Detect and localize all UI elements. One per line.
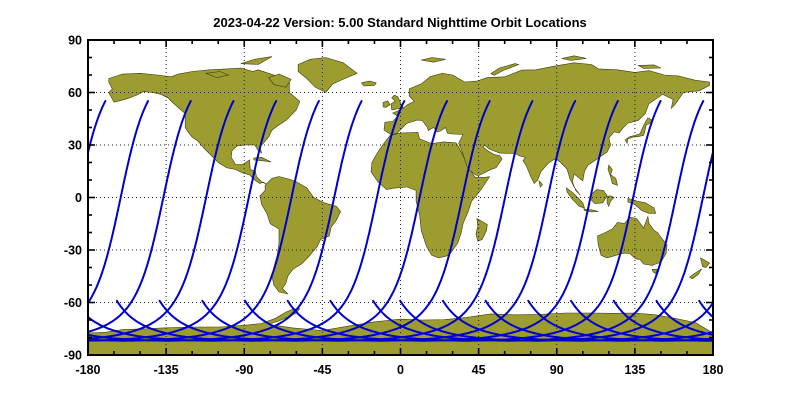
- y-tick-label: -60: [64, 296, 82, 310]
- x-tick-label: -90: [235, 363, 253, 377]
- orbit-track: [88, 100, 107, 157]
- landmass: [565, 187, 585, 209]
- landmass: [382, 100, 391, 108]
- landmass: [360, 80, 377, 87]
- orbit-track: [0, 101, 36, 341]
- orbit-track: [201, 100, 534, 342]
- orbit-track: [286, 100, 619, 342]
- chart-title: 2023-04-22 Version: 5.00 Standard Nightt…: [213, 15, 587, 30]
- landmass: [268, 73, 292, 88]
- landmass: [689, 268, 702, 280]
- orbit-track: [88, 100, 235, 340]
- y-tick-label: 30: [68, 139, 82, 153]
- orbit-track: [88, 100, 278, 342]
- landmass: [475, 217, 488, 242]
- x-tick-label: -135: [154, 363, 179, 377]
- landmass: [297, 57, 358, 93]
- landmass: [637, 64, 662, 69]
- orbit-track: [88, 100, 406, 342]
- orbit-track: [698, 299, 713, 319]
- x-tick-label: 0: [397, 363, 404, 377]
- landmass: [383, 62, 710, 196]
- orbit-track: [244, 100, 577, 342]
- orbit-track: [88, 100, 363, 342]
- orbit-track: [785, 101, 800, 341]
- landmass: [538, 179, 543, 188]
- y-tick-label: 90: [68, 34, 82, 48]
- axes: [87, 39, 714, 356]
- x-tick-label: -45: [313, 363, 331, 377]
- landmass: [421, 57, 446, 63]
- orbit-track: [484, 299, 713, 342]
- y-tick-label: 0: [75, 191, 82, 205]
- y-tick-label: -30: [64, 244, 82, 258]
- grid-lines: [88, 40, 713, 355]
- x-tick-label: 135: [624, 363, 645, 377]
- orbit-track: [570, 299, 713, 342]
- landmass: [651, 269, 658, 275]
- x-tick-label: 45: [472, 363, 486, 377]
- orbit-track: [372, 100, 705, 342]
- landmass: [607, 164, 618, 186]
- landmass: [597, 216, 668, 266]
- orbit-track: [158, 100, 491, 342]
- landmass: [370, 132, 491, 259]
- y-tick-label: -90: [64, 349, 82, 363]
- landmass: [240, 56, 273, 65]
- orbit-track: [655, 299, 713, 336]
- y-tick-label: 60: [68, 86, 82, 100]
- landmass: [583, 208, 599, 213]
- landmass: [204, 71, 230, 78]
- orbit-track: [88, 100, 320, 342]
- x-tick-label: 180: [703, 363, 724, 377]
- axis-labels: -180 -135 -90 -45 0 45 90 135 180 90 60 30 0 -30 -60 -9…: [64, 34, 724, 378]
- landmass: [108, 67, 301, 185]
- orbit-track: [527, 299, 713, 342]
- x-tick-label: -180: [75, 363, 100, 377]
- landmass: [700, 257, 710, 268]
- orbit-track: [88, 100, 150, 305]
- landmass: [259, 176, 341, 295]
- landmass: [590, 189, 608, 204]
- orbit-track: [115, 100, 448, 342]
- orbit-track: [441, 299, 713, 342]
- landmass: [606, 195, 615, 208]
- orbit-track: [88, 100, 192, 333]
- orbit-tracks: [0, 100, 800, 342]
- orbit-track: [742, 101, 800, 341]
- x-tick-label: 90: [550, 363, 564, 377]
- landmass: [490, 63, 520, 76]
- landmass: [561, 55, 587, 61]
- orbit-track: [329, 100, 662, 342]
